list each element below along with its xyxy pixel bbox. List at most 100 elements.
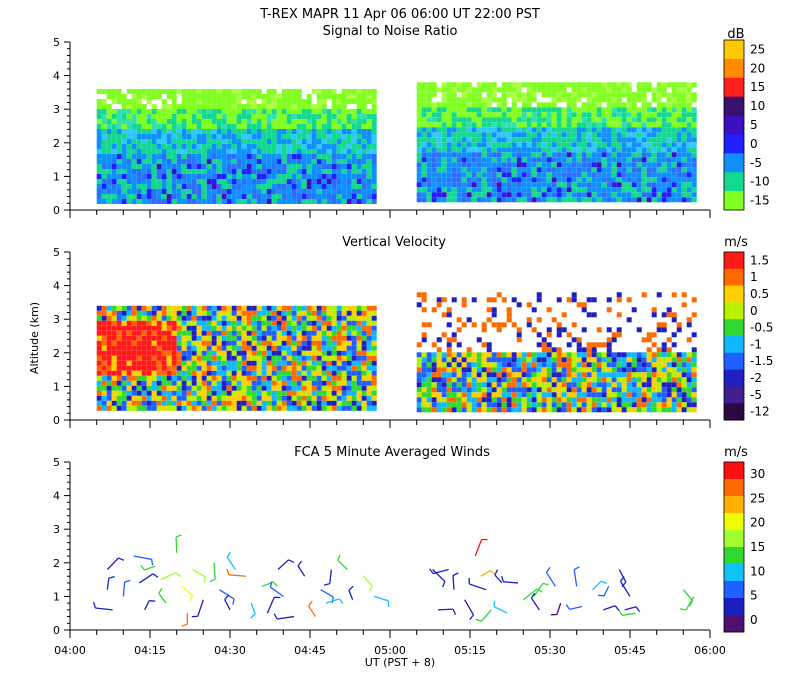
velocity-cell: [181, 345, 187, 351]
snr-cell: [106, 129, 112, 134]
snr-cell: [551, 82, 557, 88]
velocity-cell: [236, 345, 242, 351]
velocity-cell: [166, 380, 172, 386]
snr-cell: [606, 197, 612, 203]
snr-cell: [446, 152, 452, 158]
snr-cell: [466, 137, 472, 143]
snr-cell: [521, 82, 527, 88]
velocity-cell: [106, 385, 112, 391]
velocity-cell: [161, 370, 167, 376]
snr-cell: [671, 117, 677, 123]
snr-cell: [671, 102, 677, 108]
snr-cell: [481, 182, 487, 188]
wind-barb-flag: [108, 575, 115, 579]
snr-cell: [676, 132, 682, 138]
velocity-cell: [531, 367, 537, 373]
snr-cell: [656, 192, 662, 198]
snr-cell: [431, 107, 437, 113]
velocity-cell: [311, 315, 317, 321]
velocity-cell: [561, 382, 567, 388]
velocity-cell: [441, 332, 447, 338]
velocity-cell: [241, 375, 247, 381]
snr-cell: [131, 134, 137, 139]
snr-cell: [121, 164, 127, 169]
velocity-cell: [571, 402, 577, 408]
snr-cell: [686, 87, 692, 93]
velocity-cell: [446, 392, 452, 398]
velocity-cell: [106, 310, 112, 316]
velocity-cell: [301, 380, 307, 386]
snr-cell: [156, 199, 162, 204]
velocity-cell: [346, 395, 352, 401]
velocity-cell: [226, 320, 232, 326]
velocity-cell: [631, 382, 637, 388]
snr-cell: [191, 184, 197, 189]
velocity-cell: [446, 397, 452, 403]
velocity-cell: [146, 395, 152, 401]
velocity-cell: [336, 405, 342, 411]
velocity-cell: [206, 355, 212, 361]
velocity-cell: [261, 360, 267, 366]
velocity-cell: [186, 405, 192, 411]
snr-cell: [666, 102, 672, 108]
snr-cell: [281, 174, 287, 179]
snr-cell: [646, 162, 652, 168]
velocity-cell: [301, 305, 307, 311]
snr-cell: [171, 134, 177, 139]
velocity-cell: [336, 385, 342, 391]
snr-cell: [271, 144, 277, 149]
snr-cell: [546, 82, 552, 88]
velocity-cell: [321, 305, 327, 311]
velocity-cell: [331, 315, 337, 321]
velocity-cell: [261, 320, 267, 326]
snr-cell: [186, 94, 192, 99]
snr-cell: [556, 122, 562, 128]
velocity-cell: [231, 390, 237, 396]
velocity-cell: [256, 310, 262, 316]
snr-cell: [316, 144, 322, 149]
velocity-cell: [516, 332, 522, 338]
snr-cell: [511, 162, 517, 168]
velocity-cell: [141, 310, 147, 316]
velocity-cell: [666, 367, 672, 373]
snr-cell: [106, 89, 112, 94]
snr-cell: [286, 139, 292, 144]
snr-cell: [646, 137, 652, 143]
velocity-cell: [626, 392, 632, 398]
velocity-cell: [561, 397, 567, 403]
wind-barb-shaft: [622, 612, 636, 616]
snr-cell: [471, 197, 477, 203]
snr-cell: [421, 87, 427, 93]
velocity-cell: [231, 385, 237, 391]
snr-cell: [181, 169, 187, 174]
snr-cell: [331, 99, 337, 104]
snr-cell: [501, 122, 507, 128]
snr-cell: [111, 109, 117, 114]
snr-cell: [606, 187, 612, 193]
velocity-cell: [646, 387, 652, 393]
snr-cell: [651, 142, 657, 148]
snr-cell: [336, 164, 342, 169]
snr-cell: [136, 154, 142, 159]
wind-barb-shaft: [494, 574, 503, 584]
velocity-cell: [526, 322, 532, 328]
velocity-cell: [656, 367, 662, 373]
snr-cell: [646, 182, 652, 188]
snr-colorbar-swatch: [724, 40, 744, 60]
velocity-cell: [286, 355, 292, 361]
snr-cell: [511, 122, 517, 128]
velocity-cell: [311, 380, 317, 386]
velocity-cell: [251, 395, 257, 401]
snr-cell: [656, 137, 662, 143]
velocity-cell: [236, 315, 242, 321]
snr-cell: [491, 167, 497, 173]
velocity-cell: [176, 380, 182, 386]
velocity-cell: [336, 395, 342, 401]
snr-cell: [636, 112, 642, 118]
snr-cell: [181, 154, 187, 159]
velocity-cell: [346, 320, 352, 326]
snr-cell: [586, 157, 592, 163]
snr-cell: [111, 179, 117, 184]
snr-cell: [336, 154, 342, 159]
velocity-cell: [506, 382, 512, 388]
